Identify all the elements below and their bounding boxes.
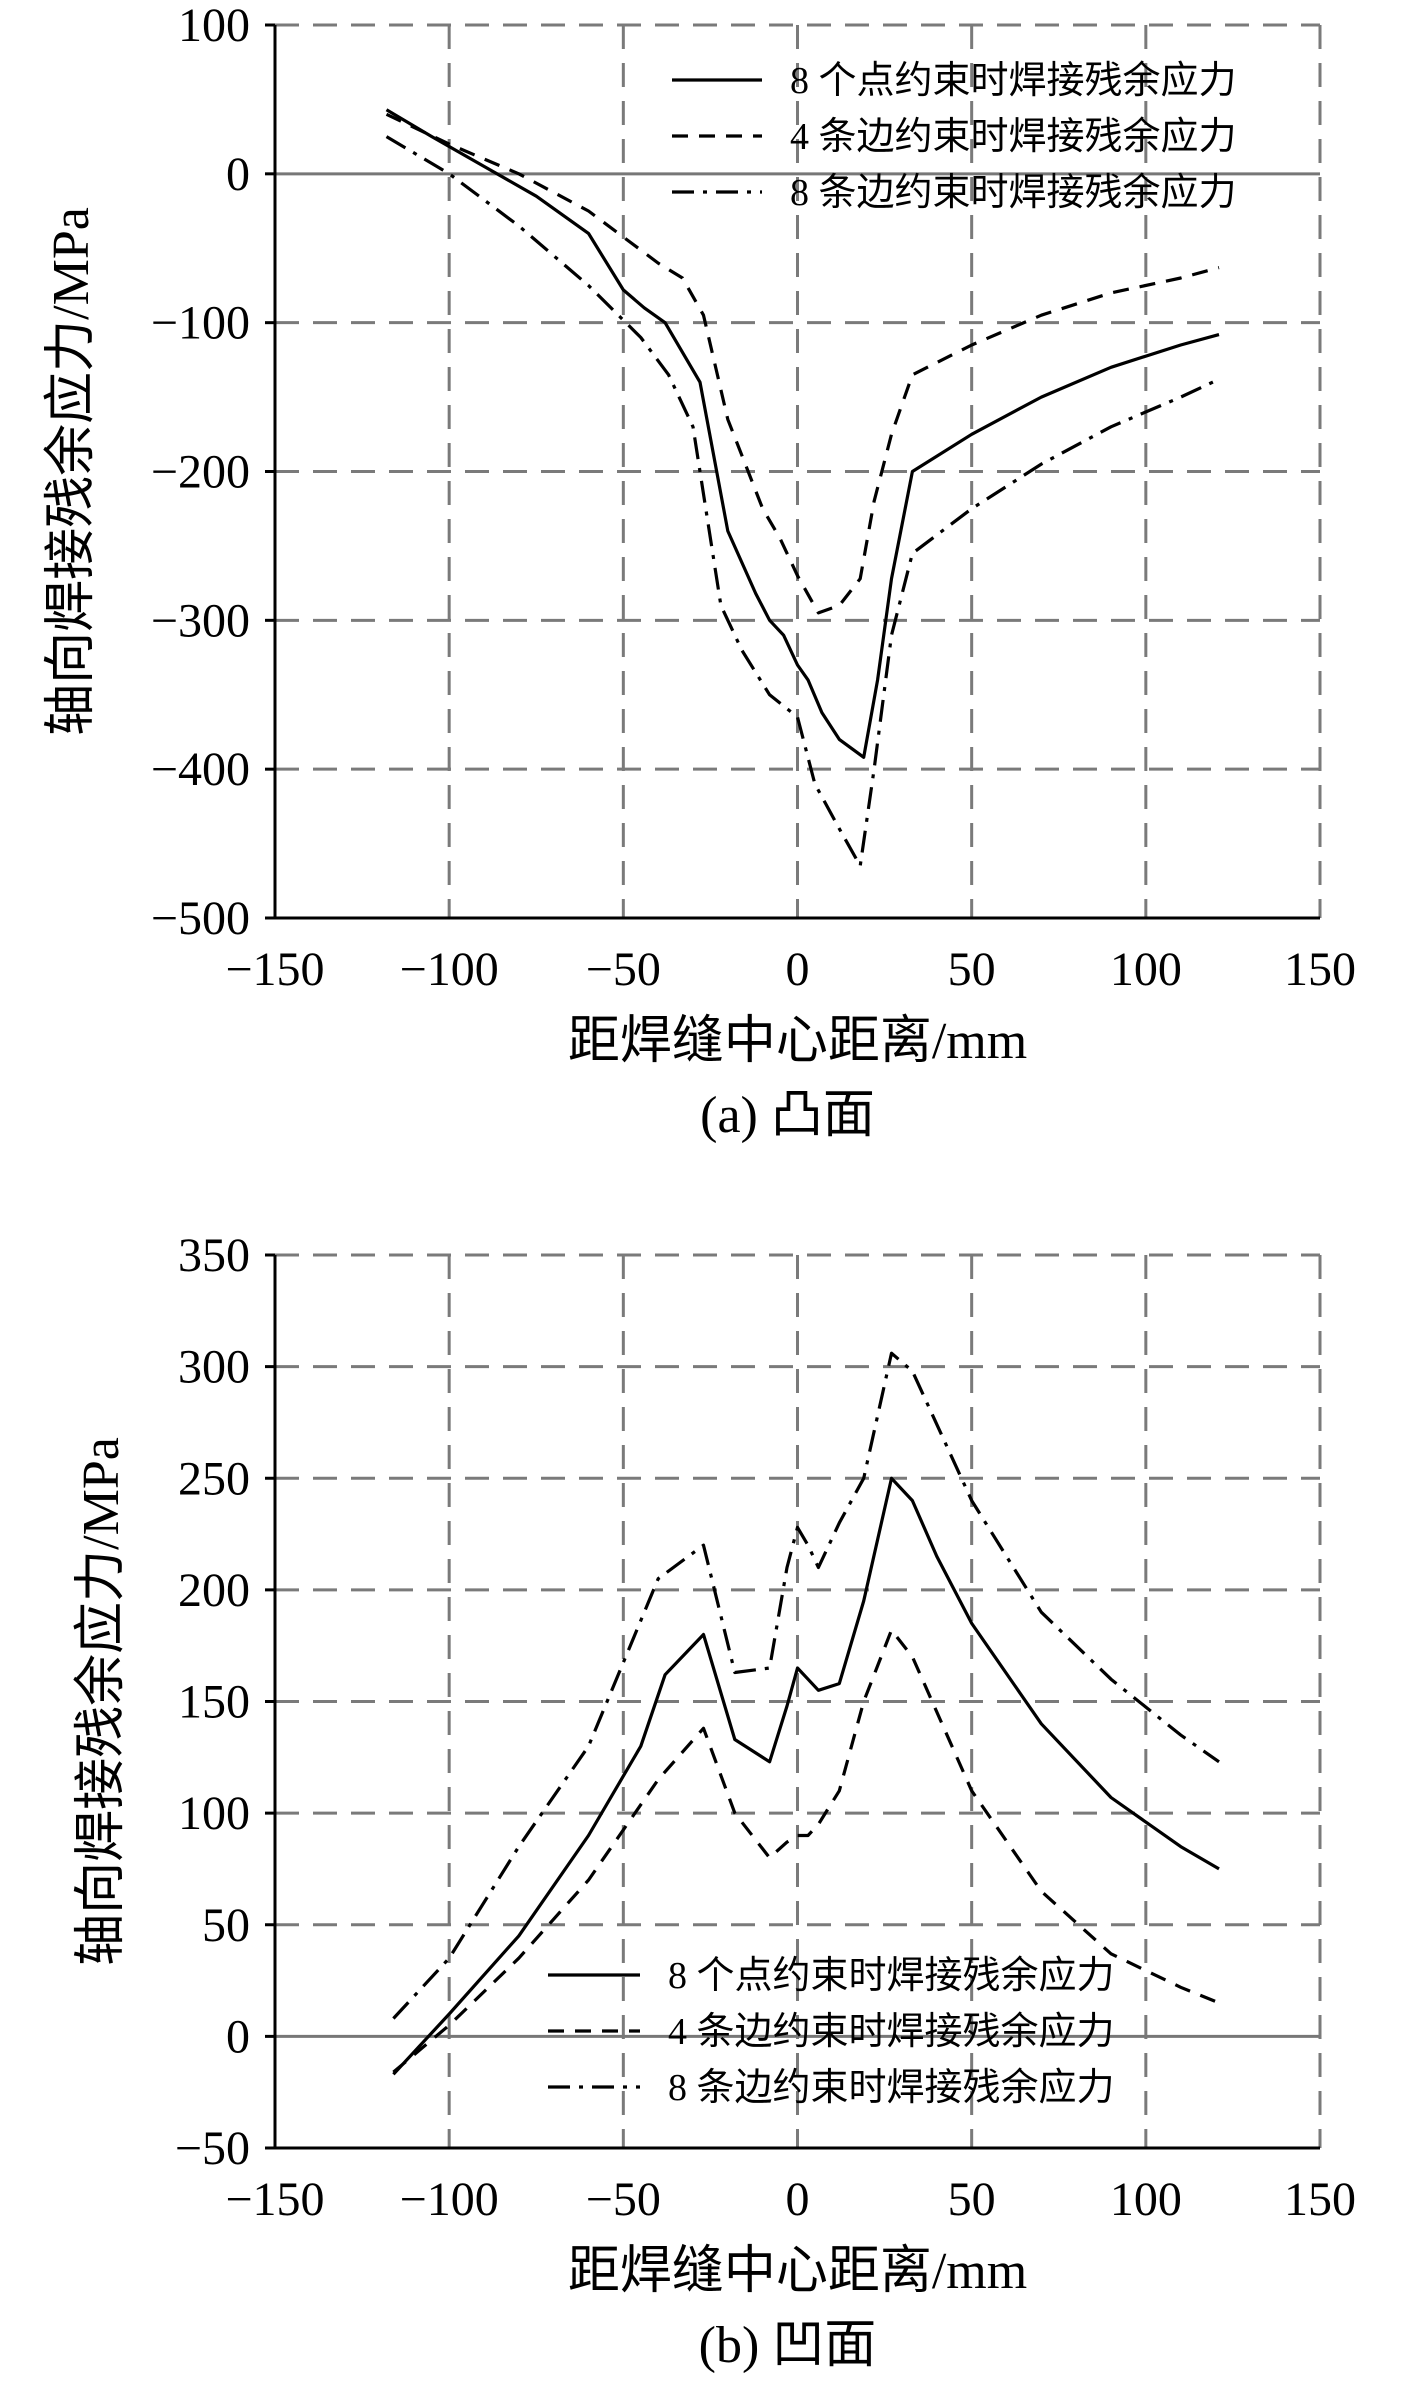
y-tick-label: 350 [178,1229,250,1282]
legend-label: 4 条边约束时焊接残余应力 [668,2011,1115,2053]
series-line-dashed [392,1628,1220,2074]
y-tick-label: −100 [151,297,250,350]
y-tick-label: −400 [151,743,250,796]
y-tick-label: −300 [151,594,250,647]
series-line-dashdot [385,135,1220,868]
x-tick-label: 150 [1284,943,1356,996]
y-tick-label: 300 [178,1341,250,1394]
legend-label: 8 条边约束时焊接残余应力 [668,2067,1115,2109]
y-tick-label: 50 [202,1899,250,1952]
legend-label: 8 个点约束时焊接残余应力 [790,60,1237,102]
chart-caption: (a) 凸面 [700,1087,875,1144]
x-tick-label: −50 [586,2173,661,2226]
y-tick-label: 100 [178,0,250,52]
chart-caption: (b) 凹面 [699,2317,877,2374]
y-tick-label: 150 [178,1676,250,1729]
x-tick-label: 100 [1110,943,1182,996]
y-tick-label: −500 [151,892,250,945]
x-tick-label: 50 [948,2173,996,2226]
y-tick-label: 250 [178,1452,250,1505]
y-tick-label: 200 [178,1564,250,1617]
series-line-solid [392,1476,1220,2076]
x-tick-label: 100 [1110,2173,1182,2226]
x-tick-label: 0 [786,2173,810,2226]
x-axis-label: 距焊缝中心距离/mm [568,1013,1027,1070]
legend-label: 8 个点约束时焊接残余应力 [668,1955,1115,1997]
y-tick-label: −200 [151,446,250,499]
y-axis-label: 轴向焊接残余应力/MPa [73,1437,130,1966]
x-axis-label: 距焊缝中心距离/mm [568,2243,1027,2300]
y-tick-label: −50 [175,2122,250,2175]
x-tick-label: −150 [225,2173,324,2226]
series-line-dashdot [392,1351,1220,2020]
legend-label: 8 条边约束时焊接残余应力 [790,172,1237,214]
series-line-dashed [385,112,1220,615]
y-tick-label: 0 [226,148,250,201]
chart-b: −50 0 50 100 150 200 250 300 350 −150 −100 −50 0 50 10… [73,1229,1356,2374]
x-tick-label: −100 [400,943,499,996]
series-line-solid [385,108,1220,759]
y-tick-label: 0 [226,2010,250,2063]
x-tick-label: −100 [400,2173,499,2226]
x-tick-label: −150 [225,943,324,996]
x-tick-label: 150 [1284,2173,1356,2226]
y-tick-label: 100 [178,1787,250,1840]
y-axis-label: 轴向焊接残余应力/MPa [43,207,100,736]
x-tick-label: 50 [948,943,996,996]
x-tick-label: −50 [586,943,661,996]
legend-label: 4 条边约束时焊接残余应力 [790,116,1237,158]
x-tick-label: 0 [786,943,810,996]
